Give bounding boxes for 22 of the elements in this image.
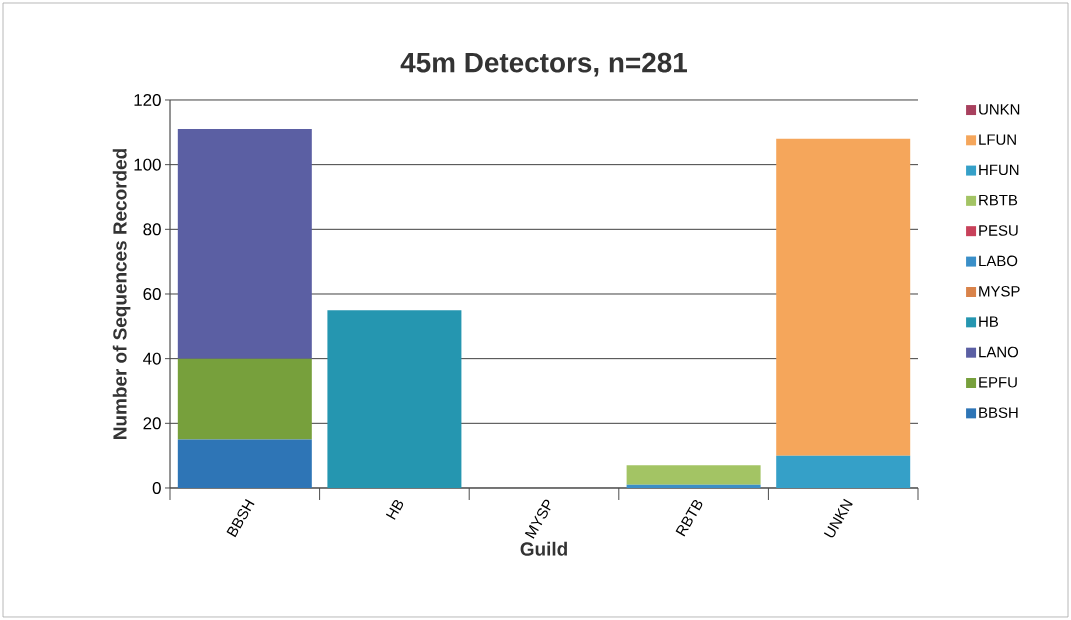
- y-axis-title: Number of Sequences Recorded: [112, 149, 131, 439]
- chart-title: 45m Detectors, n=281: [400, 52, 687, 77]
- y-tick-label: 40: [143, 352, 161, 365]
- legend-label: HFUN: [979, 164, 1019, 176]
- legend-label: HB: [979, 316, 999, 327]
- x-tick-label: HB: [385, 499, 404, 520]
- legend-label: LFUN: [979, 134, 1016, 145]
- y-tick-label: 60: [143, 287, 161, 300]
- y-tick-label: 100: [134, 158, 161, 171]
- legend-label: MYSP: [979, 286, 1020, 297]
- y-tick-label: 80: [143, 223, 161, 236]
- legend-label: EPFU: [979, 377, 1017, 388]
- legend-label: PESU: [979, 225, 1018, 236]
- legend-label: UNKN: [979, 104, 1020, 115]
- x-axis-title: Guild: [520, 541, 567, 556]
- legend-label: BBSH: [979, 407, 1018, 418]
- y-tick-label: 20: [143, 417, 161, 430]
- y-tick-label: 0: [152, 481, 161, 494]
- legend-label: LANO: [979, 346, 1019, 358]
- y-tick-label: 120: [134, 93, 161, 106]
- legend-label: LABO: [979, 255, 1018, 267]
- legend-label: RBTB: [979, 194, 1018, 206]
